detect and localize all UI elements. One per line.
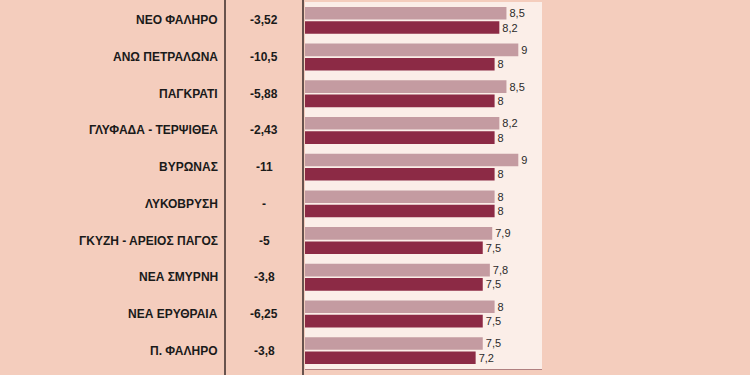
svg-text:8,5: 8,5 bbox=[509, 81, 524, 93]
svg-text:7,9: 7,9 bbox=[495, 227, 510, 239]
svg-text:8,2: 8,2 bbox=[502, 22, 517, 34]
svg-text:-10,5: -10,5 bbox=[250, 50, 278, 64]
svg-text:ΓΛΥΦΑΔΑ - ΤΕΡΨΙΘΕΑ: ΓΛΥΦΑΔΑ - ΤΕΡΨΙΘΕΑ bbox=[89, 123, 218, 137]
svg-text:8: 8 bbox=[498, 301, 504, 313]
svg-text:Π. ΦΑΛΗΡΟ: Π. ΦΑΛΗΡΟ bbox=[150, 344, 218, 358]
svg-text:8: 8 bbox=[498, 95, 504, 107]
svg-text:7,2: 7,2 bbox=[479, 352, 494, 364]
svg-text:7,5: 7,5 bbox=[486, 278, 501, 290]
svg-text:-3,52: -3,52 bbox=[250, 13, 278, 27]
svg-text:ΝΕΑ ΣΜΥΡΝΗ: ΝΕΑ ΣΜΥΡΝΗ bbox=[139, 270, 218, 284]
svg-text:7,5: 7,5 bbox=[486, 315, 501, 327]
svg-text:ΛΥΚΟΒΡΥΣΗ: ΛΥΚΟΒΡΥΣΗ bbox=[145, 197, 218, 211]
svg-text:-6,25: -6,25 bbox=[250, 307, 278, 321]
svg-text:-11: -11 bbox=[256, 160, 273, 174]
svg-text:-: - bbox=[262, 197, 266, 211]
svg-text:-5,88: -5,88 bbox=[250, 87, 278, 101]
svg-text:7,5: 7,5 bbox=[486, 337, 501, 349]
svg-text:ΝΕΟ ΦΑΛΗΡΟ: ΝΕΟ ΦΑΛΗΡΟ bbox=[136, 13, 218, 27]
svg-text:ΒΥΡΩΝΑΣ: ΒΥΡΩΝΑΣ bbox=[159, 160, 218, 174]
svg-text:8: 8 bbox=[498, 168, 504, 180]
svg-text:8: 8 bbox=[498, 191, 504, 203]
svg-text:ΓΚΥΖΗ - ΑΡΕΙΟΣ ΠΑΓΟΣ: ΓΚΥΖΗ - ΑΡΕΙΟΣ ΠΑΓΟΣ bbox=[79, 234, 218, 248]
svg-text:9: 9 bbox=[521, 44, 527, 56]
svg-text:-3,8: -3,8 bbox=[254, 270, 275, 284]
svg-text:ΠΑΓΚΡΑΤΙ: ΠΑΓΚΡΑΤΙ bbox=[159, 87, 218, 101]
svg-text:8,2: 8,2 bbox=[502, 117, 517, 129]
svg-text:7,5: 7,5 bbox=[486, 242, 501, 254]
svg-text:ΑΝΩ ΠΕΤΡΑΛΩΝΑ: ΑΝΩ ΠΕΤΡΑΛΩΝΑ bbox=[113, 50, 218, 64]
svg-text:-3,8: -3,8 bbox=[254, 344, 275, 358]
svg-text:8: 8 bbox=[498, 205, 504, 217]
svg-text:8: 8 bbox=[498, 132, 504, 144]
svg-text:8,5: 8,5 bbox=[509, 7, 524, 19]
svg-text:8: 8 bbox=[498, 58, 504, 70]
svg-text:ΝΕΑ ΕΡΥΘΡΑΙΑ: ΝΕΑ ΕΡΥΘΡΑΙΑ bbox=[128, 307, 218, 321]
svg-text:-5: -5 bbox=[259, 234, 270, 248]
svg-text:9: 9 bbox=[521, 154, 527, 166]
svg-text:7,8: 7,8 bbox=[493, 264, 508, 276]
svg-text:-2,43: -2,43 bbox=[250, 123, 278, 137]
